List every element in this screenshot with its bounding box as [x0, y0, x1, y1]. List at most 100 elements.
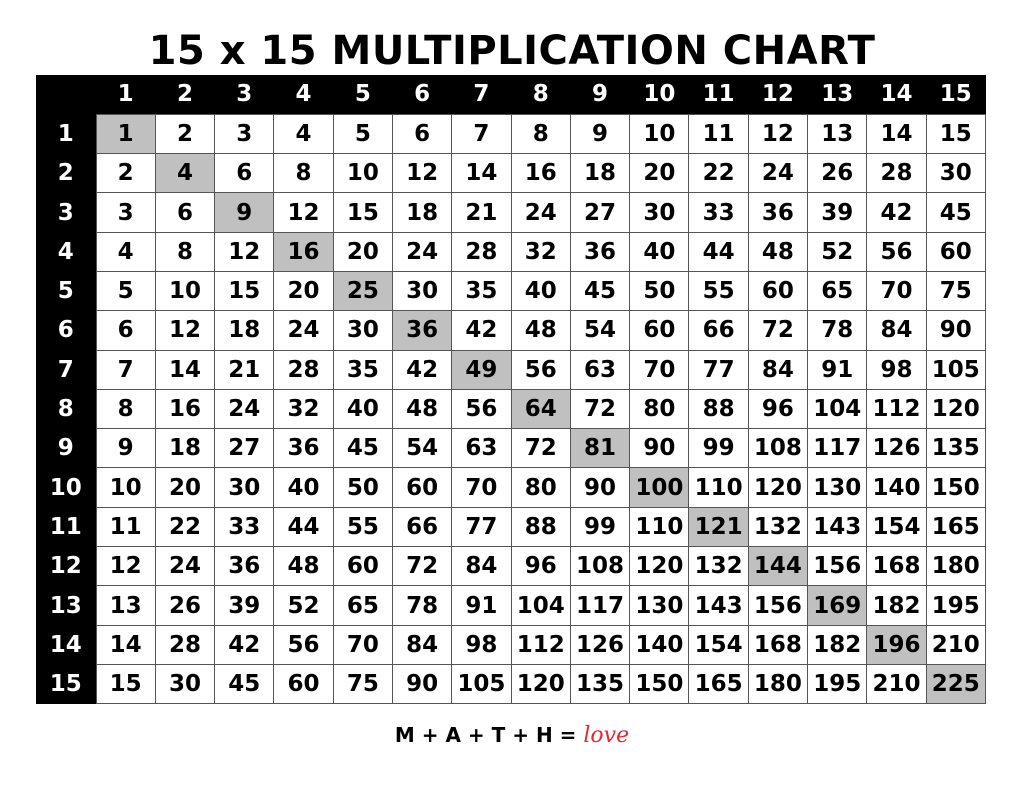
product-cell: 48	[273, 546, 334, 587]
square-cell: 196	[866, 624, 927, 665]
product-cell: 14	[154, 349, 216, 390]
product-cell: 40	[273, 467, 334, 508]
row-header: 10	[36, 467, 96, 508]
product-cell: 60	[332, 546, 393, 587]
product-cell: 32	[510, 231, 571, 272]
product-cell: 14	[451, 153, 512, 194]
product-cell: 20	[273, 270, 334, 312]
square-cell: 169	[807, 585, 868, 626]
product-cell: 20	[629, 153, 690, 194]
product-cell: 120	[747, 467, 809, 508]
product-cell: 70	[629, 349, 690, 390]
product-cell: 156	[747, 585, 809, 626]
product-cell: 135	[925, 428, 986, 469]
product-cell: 180	[747, 663, 809, 705]
love-script-logo: love	[583, 723, 630, 748]
product-cell: 182	[807, 624, 868, 665]
product-cell: 56	[273, 624, 334, 665]
row-header: 2	[36, 153, 96, 193]
product-cell: 6	[214, 153, 275, 194]
product-cell: 4	[273, 113, 334, 155]
product-cell: 15	[925, 113, 986, 155]
square-cell: 4	[154, 153, 216, 194]
product-cell: 18	[391, 192, 453, 233]
product-cell: 108	[747, 428, 809, 469]
product-cell: 84	[451, 546, 512, 587]
product-cell: 11	[95, 506, 156, 548]
product-cell: 99	[688, 428, 749, 469]
product-cell: 104	[807, 388, 868, 430]
product-cell: 28	[866, 153, 927, 194]
product-cell: 18	[569, 153, 631, 194]
product-cell: 165	[688, 663, 749, 705]
product-cell: 84	[391, 624, 453, 665]
product-cell: 11	[688, 113, 749, 155]
product-cell: 120	[925, 388, 986, 430]
table-row: 2 2 4 6 8 10 12 14 16 18 20 22 24 26 28 30	[36, 153, 986, 194]
square-cell: 81	[569, 428, 631, 469]
product-cell: 39	[807, 192, 868, 233]
table-row: 7 7 14 21 28 35 42 49 56 63 70 77 84 91 98 105	[36, 349, 986, 390]
column-header: 14	[866, 75, 927, 115]
table-row: 11 11 22 33 44 55 66 77 88 99 110 121 132 143 154 165	[36, 506, 986, 548]
product-cell: 126	[866, 428, 927, 469]
product-cell: 60	[391, 467, 453, 508]
product-cell: 9	[569, 113, 631, 155]
product-cell: 27	[214, 428, 275, 469]
product-cell: 75	[925, 270, 986, 312]
product-cell: 80	[510, 467, 571, 508]
product-cell: 77	[688, 349, 749, 390]
product-cell: 5	[95, 270, 156, 312]
square-cell: 144	[747, 546, 809, 587]
product-cell: 112	[510, 624, 571, 665]
product-cell: 8	[273, 153, 334, 194]
row-header: 6	[36, 310, 96, 351]
product-cell: 10	[332, 153, 393, 194]
product-cell: 70	[332, 624, 393, 665]
table-row: 6 6 12 18 24 30 36 42 48 54 60 66 72 78 84 90	[36, 310, 986, 351]
product-cell: 35	[451, 270, 512, 312]
product-cell: 24	[154, 546, 216, 587]
product-cell: 10	[95, 467, 156, 508]
product-cell: 132	[747, 506, 809, 548]
product-cell: 112	[866, 388, 927, 430]
product-cell: 20	[332, 231, 393, 272]
product-cell: 150	[925, 467, 986, 508]
table-row: 12 12 24 36 48 60 72 84 96 108 120 132 144 156 168 180	[36, 546, 986, 587]
product-cell: 88	[688, 388, 749, 430]
table-row: 4 4 8 12 16 20 24 28 32 36 40 44 48 52 56 60	[36, 231, 986, 272]
product-cell: 8	[510, 113, 571, 155]
product-cell: 30	[214, 467, 275, 508]
row-header: 11	[36, 507, 96, 547]
table-row: 1 1 2 3 4 5 6 7 8 9 10 11 12 13 14 15	[36, 113, 986, 155]
column-header: 6	[392, 75, 452, 115]
product-cell: 12	[391, 153, 453, 194]
footer-tagline: M + A + T + H = love	[0, 720, 1024, 751]
product-cell: 27	[569, 192, 631, 233]
product-cell: 156	[807, 546, 868, 587]
product-cell: 24	[273, 310, 334, 351]
product-cell: 22	[154, 506, 216, 548]
product-cell: 26	[154, 585, 216, 626]
row-header: 4	[36, 232, 96, 272]
row-header: 5	[36, 271, 96, 311]
column-header: 11	[688, 75, 749, 115]
product-cell: 65	[807, 270, 868, 312]
product-cell: 45	[569, 270, 631, 312]
product-cell: 16	[154, 388, 216, 430]
table-row: 8 8 16 24 32 40 48 56 64 72 80 88 96 104 112 120	[36, 388, 986, 430]
product-cell: 90	[569, 467, 631, 508]
product-cell: 54	[569, 310, 631, 351]
product-cell: 110	[688, 467, 749, 508]
product-cell: 154	[866, 506, 927, 548]
square-cell: 25	[332, 270, 393, 312]
product-cell: 180	[925, 546, 986, 587]
column-header: 4	[273, 75, 334, 115]
product-cell: 77	[451, 506, 512, 548]
product-cell: 130	[807, 467, 868, 508]
product-cell: 48	[391, 388, 453, 430]
product-cell: 195	[807, 663, 868, 705]
product-cell: 99	[569, 506, 631, 548]
product-cell: 90	[925, 310, 986, 351]
header-row: 1 2 3 4 5 6 7 8 9 10 11 12 13 14 15	[36, 75, 986, 115]
